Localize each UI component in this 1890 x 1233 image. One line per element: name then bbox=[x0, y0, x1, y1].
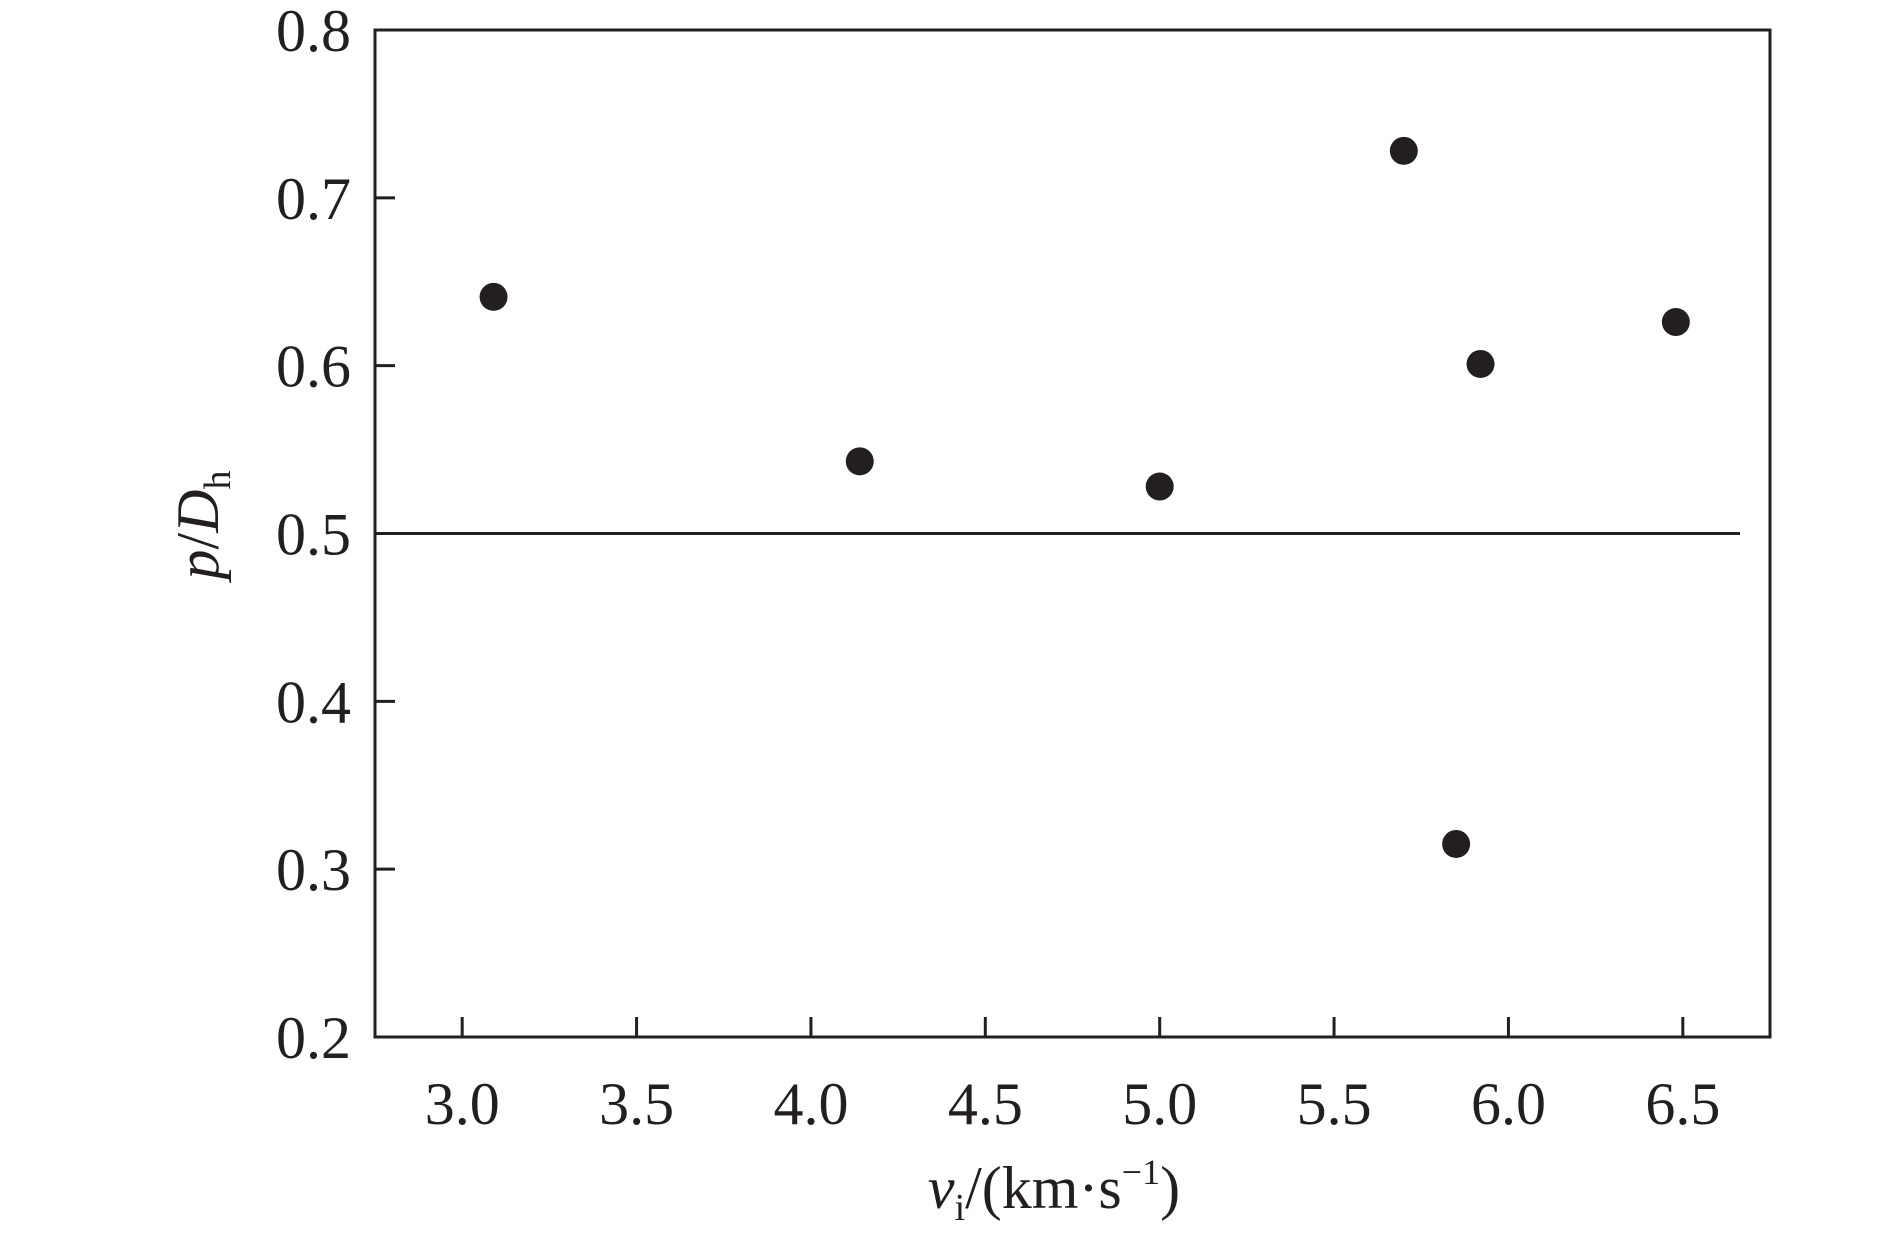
x-tick-label: 3.5 bbox=[599, 1071, 674, 1137]
x-tick-label: 6.5 bbox=[1645, 1071, 1720, 1137]
x-axis-label-exponent: −1 bbox=[1122, 1152, 1160, 1192]
y-tick-label: 0.8 bbox=[276, 0, 351, 64]
data-points bbox=[479, 136, 1690, 858]
data-point bbox=[845, 447, 874, 476]
x-axis-label-unit-open: /(km·s bbox=[965, 1155, 1122, 1221]
x-axis-label-symbol: v bbox=[928, 1155, 955, 1221]
x-axis-label-unit-close: ) bbox=[1160, 1155, 1180, 1221]
y-axis-label-p: p bbox=[165, 550, 231, 584]
data-point bbox=[1466, 349, 1495, 378]
y-tick-label: 0.3 bbox=[276, 837, 351, 903]
x-axis-label-subscript: i bbox=[955, 1187, 966, 1229]
data-point bbox=[1442, 829, 1471, 858]
x-tick-label: 4.5 bbox=[948, 1071, 1023, 1137]
data-point bbox=[1661, 308, 1690, 337]
y-axis-label-D: D bbox=[165, 489, 231, 533]
x-tick-label: 3.0 bbox=[425, 1071, 500, 1137]
y-axis-label: p/Dh bbox=[165, 470, 239, 583]
y-axis-label-slash: / bbox=[165, 533, 231, 550]
x-axis-ticks: 3.0 3.5 4.0 4.5 5.0 5.5 6.0 6.5 bbox=[425, 1017, 1720, 1137]
y-tick-label: 0.7 bbox=[276, 166, 351, 232]
x-tick-label: 5.5 bbox=[1297, 1071, 1372, 1137]
y-tick-label: 0.6 bbox=[276, 334, 351, 400]
data-point bbox=[1145, 472, 1174, 501]
y-tick-label: 0.2 bbox=[276, 1005, 351, 1071]
y-tick-label: 0.4 bbox=[276, 669, 351, 735]
y-tick-label: 0.5 bbox=[276, 502, 351, 568]
x-tick-label: 5.0 bbox=[1122, 1071, 1197, 1137]
y-axis-ticks: 0.2 0.3 0.4 0.5 0.6 0.7 0.8 bbox=[276, 0, 395, 1071]
data-point bbox=[479, 282, 508, 311]
y-axis-label-subscript: h bbox=[197, 470, 239, 489]
x-axis-label: vi/(km·s−1) bbox=[928, 1152, 1180, 1229]
data-point bbox=[1389, 136, 1418, 165]
x-tick-label: 6.0 bbox=[1471, 1071, 1546, 1137]
x-tick-label: 4.0 bbox=[773, 1071, 848, 1137]
